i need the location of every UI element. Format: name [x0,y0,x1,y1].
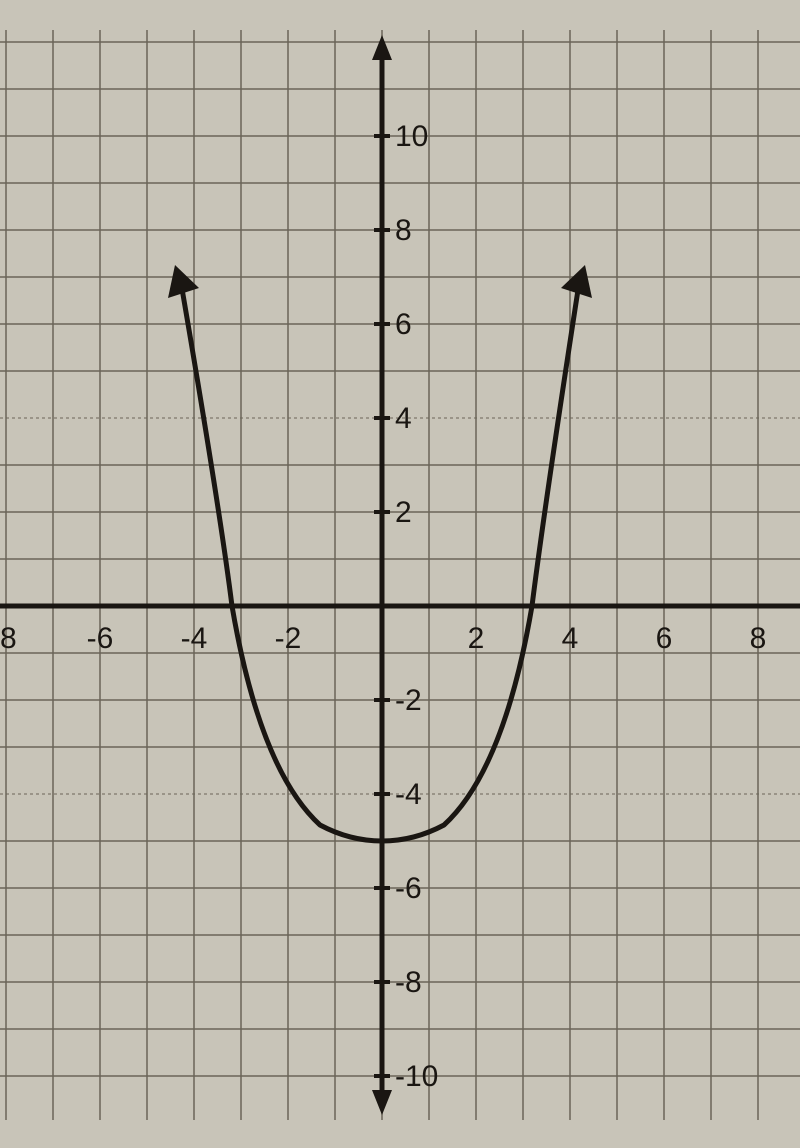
x-tick-neg2: -2 [275,622,302,655]
x-tick-8: 8 [750,622,767,655]
x-tick-6: 6 [656,622,673,655]
x-tick-4: 4 [562,622,579,655]
horizontal-grid [0,42,800,1076]
y-tick-neg8: -8 [395,966,422,999]
y-tick-neg6: -6 [395,872,422,905]
y-tick-neg4: -4 [395,778,422,811]
y-tick-4: 4 [395,402,412,435]
y-axis-arrow-up [372,35,392,60]
y-tick-2: 2 [395,496,412,529]
x-tick-neg8: 8 [0,622,17,655]
x-tick-neg6: -6 [87,622,114,655]
y-tick-6: 6 [395,308,412,341]
y-tick-neg10: -10 [395,1060,438,1093]
x-tick-2: 2 [468,622,485,655]
y-axis-arrow-down [372,1090,392,1115]
x-tick-neg4: -4 [181,622,208,655]
y-tick-10: 10 [395,120,428,153]
coordinate-graph: 10 8 6 4 2 -2 -4 -6 -8 -10 8 -6 -4 -2 2 … [0,30,800,1120]
y-tick-neg2: -2 [395,684,422,717]
graph-svg: 10 8 6 4 2 -2 -4 -6 -8 -10 8 -6 -4 -2 2 … [0,30,800,1120]
y-tick-8: 8 [395,214,412,247]
